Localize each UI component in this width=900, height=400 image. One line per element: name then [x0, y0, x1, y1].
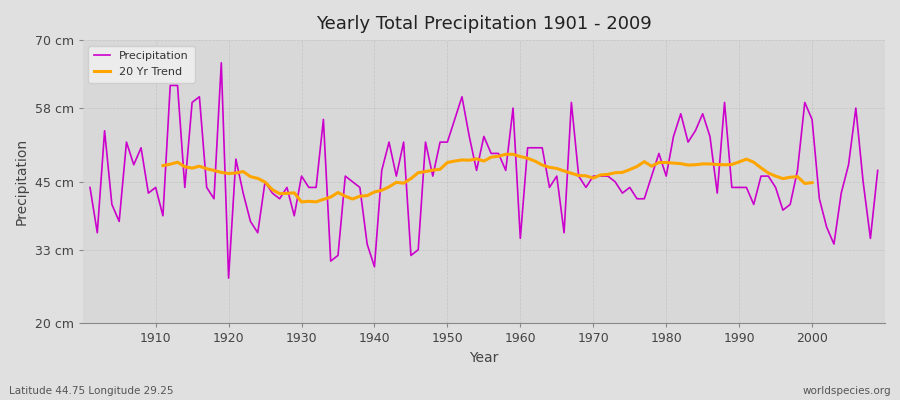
20 Yr Trend: [158, 163, 168, 168]
20 Yr Trend: [806, 180, 817, 185]
20 Yr Trend: [712, 162, 723, 167]
20 Yr Trend: [362, 193, 373, 198]
Text: Latitude 44.75 Longitude 29.25: Latitude 44.75 Longitude 29.25: [9, 386, 174, 396]
20 Yr Trend: [726, 162, 737, 167]
Precipitation: [216, 60, 227, 65]
Line: 20 Yr Trend: 20 Yr Trend: [163, 154, 812, 202]
Legend: Precipitation, 20 Yr Trend: Precipitation, 20 Yr Trend: [88, 46, 194, 82]
Precipitation: [529, 145, 540, 150]
Title: Yearly Total Precipitation 1901 - 2009: Yearly Total Precipitation 1901 - 2009: [316, 15, 652, 33]
Text: worldspecies.org: worldspecies.org: [803, 386, 891, 396]
Precipitation: [617, 191, 628, 196]
Y-axis label: Precipitation: Precipitation: [15, 138, 29, 225]
Precipitation: [85, 185, 95, 190]
20 Yr Trend: [500, 152, 511, 157]
Precipitation: [223, 276, 234, 280]
X-axis label: Year: Year: [469, 351, 499, 365]
20 Yr Trend: [792, 174, 803, 179]
Precipitation: [872, 168, 883, 173]
Precipitation: [362, 242, 373, 246]
Precipitation: [143, 191, 154, 196]
Line: Precipitation: Precipitation: [90, 63, 878, 278]
Precipitation: [318, 117, 328, 122]
Precipitation: [522, 145, 533, 150]
20 Yr Trend: [245, 174, 256, 179]
20 Yr Trend: [296, 200, 307, 204]
20 Yr Trend: [625, 167, 635, 172]
